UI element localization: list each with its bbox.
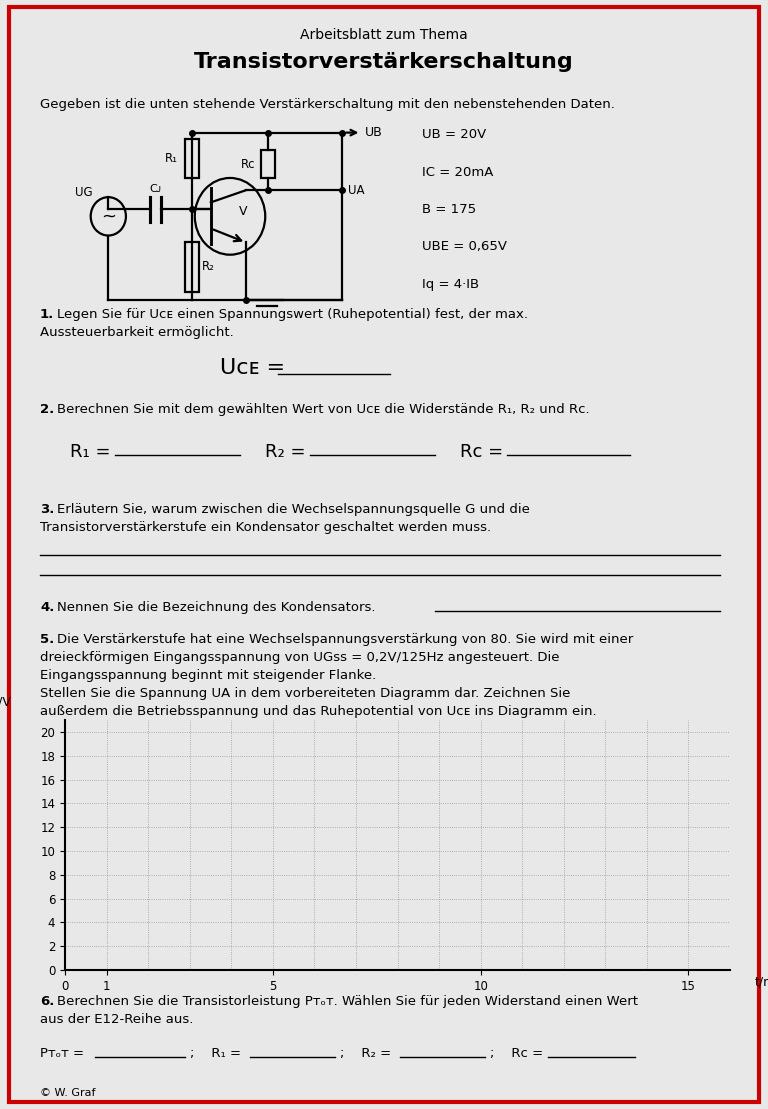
Text: t/ms: t/ms bbox=[755, 976, 768, 989]
Text: Iq = 4·IB: Iq = 4·IB bbox=[422, 278, 479, 291]
Text: B = 175: B = 175 bbox=[422, 203, 476, 216]
Text: dreieckförmigen Eingangsspannung von UGss = 0,2V/125Hz angesteuert. Die: dreieckförmigen Eingangsspannung von UGs… bbox=[40, 651, 560, 664]
Text: Transistorverstärkerschaltung: Transistorverstärkerschaltung bbox=[194, 52, 574, 72]
Text: Aussteuerbarkeit ermöglicht.: Aussteuerbarkeit ermöglicht. bbox=[40, 326, 233, 339]
Text: Nennen Sie die Bezeichnung des Kondensators.: Nennen Sie die Bezeichnung des Kondensat… bbox=[57, 601, 376, 614]
Bar bbox=[184, 139, 199, 179]
Text: 5.: 5. bbox=[40, 633, 55, 647]
Text: R₁: R₁ bbox=[165, 152, 178, 165]
Text: IC = 20mA: IC = 20mA bbox=[422, 165, 494, 179]
Text: V: V bbox=[239, 204, 247, 217]
Text: Erläutern Sie, warum zwischen die Wechselspannungsquelle G und die: Erläutern Sie, warum zwischen die Wechse… bbox=[57, 503, 530, 516]
Bar bbox=[261, 150, 276, 177]
Text: Gegeben ist die unten stehende Verstärkerschaltung mit den nebenstehenden Daten.: Gegeben ist die unten stehende Verstärke… bbox=[40, 98, 615, 111]
Text: Arbeitsblatt zum Thema: Arbeitsblatt zum Thema bbox=[300, 28, 468, 42]
Text: Pᴛₒᴛ =: Pᴛₒᴛ = bbox=[40, 1047, 88, 1060]
Text: ~: ~ bbox=[101, 207, 116, 225]
Text: UB: UB bbox=[365, 126, 382, 139]
Text: außerdem die Betriebsspannung und das Ruhepotential von Uᴄᴇ ins Diagramm ein.: außerdem die Betriebsspannung und das Ru… bbox=[40, 705, 597, 718]
Text: Die Verstärkerstufe hat eine Wechselspannungsverstärkung von 80. Sie wird mit ei: Die Verstärkerstufe hat eine Wechselspan… bbox=[57, 633, 634, 647]
Text: UG: UG bbox=[75, 186, 93, 199]
Text: 1.: 1. bbox=[40, 308, 55, 321]
Text: 3.: 3. bbox=[40, 503, 55, 516]
Text: 6.: 6. bbox=[40, 995, 55, 1008]
Text: © W. Graf: © W. Graf bbox=[40, 1088, 95, 1098]
Text: Berechnen Sie mit dem gewählten Wert von Uᴄᴇ die Widerstände R₁, R₂ und Rᴄ.: Berechnen Sie mit dem gewählten Wert von… bbox=[57, 403, 590, 416]
Text: Uᴄᴇ =: Uᴄᴇ = bbox=[220, 358, 293, 378]
Text: 4.: 4. bbox=[40, 601, 55, 614]
Text: aus der E12-Reihe aus.: aus der E12-Reihe aus. bbox=[40, 1013, 194, 1026]
Text: Berechnen Sie die Transistorleistung Pᴛₒᴛ. Wählen Sie für jeden Widerstand einen: Berechnen Sie die Transistorleistung Pᴛₒ… bbox=[57, 995, 638, 1008]
Text: Legen Sie für Uᴄᴇ einen Spannungswert (Ruhepotential) fest, der max.: Legen Sie für Uᴄᴇ einen Spannungswert (R… bbox=[57, 308, 528, 321]
Text: UA: UA bbox=[348, 184, 364, 196]
Text: ;    R₁ =: ; R₁ = bbox=[190, 1047, 245, 1060]
Text: Stellen Sie die Spannung UA in dem vorbereiteten Diagramm dar. Zeichnen Sie: Stellen Sie die Spannung UA in dem vorbe… bbox=[40, 686, 571, 700]
Bar bbox=[184, 242, 199, 292]
Text: UB = 20V: UB = 20V bbox=[422, 129, 487, 141]
Text: UBE = 0,65V: UBE = 0,65V bbox=[422, 241, 508, 254]
Text: ;    R₂ =: ; R₂ = bbox=[340, 1047, 396, 1060]
Text: Rᴄ: Rᴄ bbox=[240, 157, 255, 171]
Text: Cᴊ: Cᴊ bbox=[150, 184, 162, 194]
Text: R₂ =: R₂ = bbox=[265, 442, 311, 461]
Text: ;    Rᴄ =: ; Rᴄ = bbox=[490, 1047, 548, 1060]
Text: Rᴄ =: Rᴄ = bbox=[460, 442, 509, 461]
Text: R₁ =: R₁ = bbox=[70, 442, 116, 461]
Text: Transistorverstärkerstufe ein Kondensator geschaltet werden muss.: Transistorverstärkerstufe ein Kondensato… bbox=[40, 521, 491, 535]
Text: U/V: U/V bbox=[0, 695, 12, 708]
Text: R₂: R₂ bbox=[202, 261, 215, 274]
Text: 2.: 2. bbox=[40, 403, 55, 416]
Text: Eingangsspannung beginnt mit steigender Flanke.: Eingangsspannung beginnt mit steigender … bbox=[40, 669, 376, 682]
